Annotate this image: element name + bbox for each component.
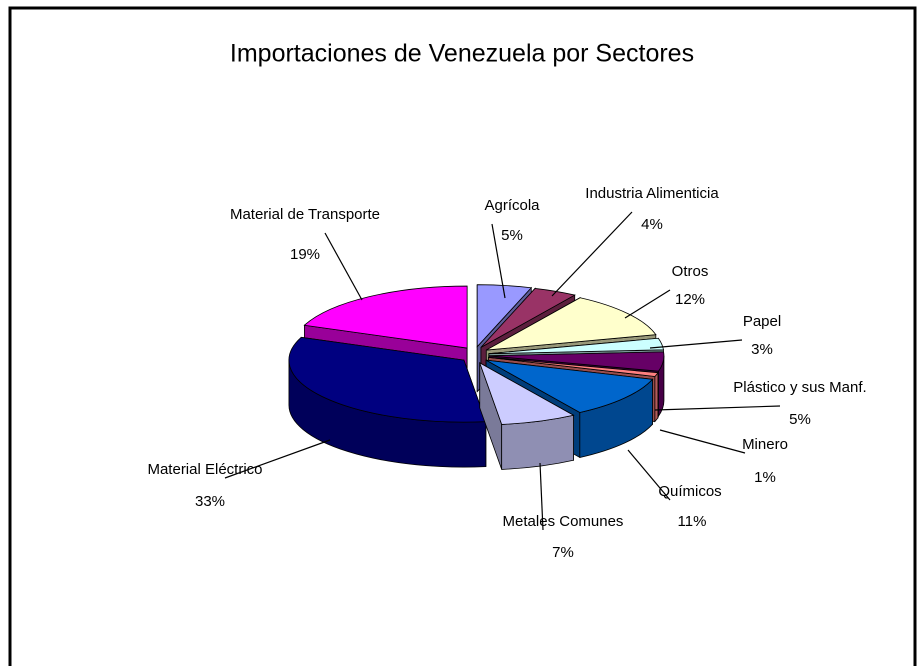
leader-line bbox=[627, 449, 671, 501]
slice-label: Metales Comunes bbox=[503, 513, 624, 530]
leader-line bbox=[649, 339, 743, 349]
slice bbox=[488, 351, 665, 372]
slice-label: Plástico y sus Manf. bbox=[733, 379, 866, 396]
slice-label: Químicos bbox=[658, 483, 721, 500]
leader-line bbox=[624, 289, 671, 319]
slice-value-label: 19% bbox=[290, 246, 320, 263]
slice-value-label: 5% bbox=[501, 227, 523, 244]
slice-value-label: 11% bbox=[678, 513, 707, 530]
slice bbox=[486, 297, 657, 351]
slice-value-label: 12% bbox=[675, 291, 705, 308]
slice bbox=[479, 362, 575, 425]
leader-line bbox=[224, 439, 331, 479]
slice bbox=[288, 336, 487, 423]
leader-line bbox=[551, 211, 633, 297]
slice-value-label: 3% bbox=[751, 341, 773, 358]
slice-label: Industria Alimenticia bbox=[585, 185, 719, 202]
leader-line bbox=[491, 223, 506, 299]
leader-line bbox=[324, 232, 363, 301]
slice bbox=[303, 285, 468, 349]
slice bbox=[476, 284, 533, 348]
slice-value-label: 4% bbox=[641, 216, 663, 233]
slice-label: Minero bbox=[742, 436, 788, 453]
slice bbox=[485, 359, 654, 413]
slice-label: Material de Transporte bbox=[230, 206, 380, 223]
slice bbox=[488, 337, 664, 355]
slice-value-label: 33% bbox=[195, 493, 225, 510]
slice bbox=[488, 356, 659, 377]
slice-label: Papel bbox=[743, 313, 781, 330]
slice-value-label: 7% bbox=[552, 544, 574, 561]
leader-line bbox=[654, 405, 781, 411]
leader-line bbox=[659, 429, 746, 454]
slice-label: Agrícola bbox=[484, 197, 540, 214]
slice-label: Otros bbox=[672, 263, 709, 280]
chart-title: Importaciones de Venezuela por Sectores bbox=[230, 40, 694, 68]
slice bbox=[480, 288, 576, 348]
leader-line bbox=[539, 462, 544, 531]
slice-value-label: 5% bbox=[789, 411, 811, 428]
slice-value-label: 1% bbox=[754, 469, 776, 486]
slice-side bbox=[654, 371, 659, 423]
slice-label: Material Eléctrico bbox=[147, 461, 262, 478]
